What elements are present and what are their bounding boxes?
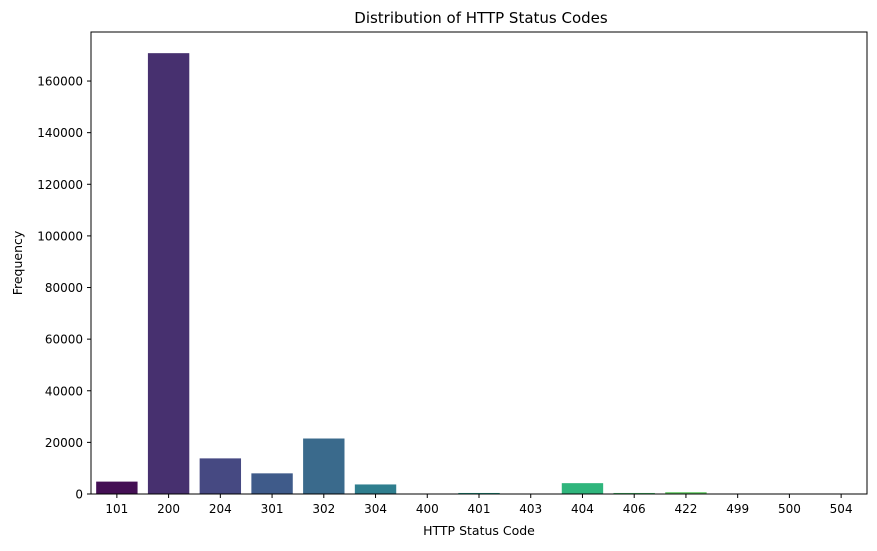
y-tick-label: 160000 [37,75,83,89]
y-tick-label: 140000 [37,126,83,140]
x-tick-label: 302 [312,502,335,516]
y-tick-label: 20000 [45,436,83,450]
y-tick-label: 60000 [45,333,83,347]
plot-frame [91,32,867,494]
bar-404 [562,483,603,494]
y-tick-label: 0 [75,488,83,502]
y-axis: 0 20000 40000 60000 80000 100000 120000 140000 1… [37,75,91,502]
x-tick-label: 101 [105,502,128,516]
x-tick-label: 499 [726,502,749,516]
bar-304 [355,484,396,494]
x-tick-label: 401 [468,502,491,516]
bar-101 [96,482,137,494]
x-tick-label: 403 [519,502,542,516]
x-tick-label: 422 [674,502,697,516]
x-tick-label: 404 [571,502,594,516]
bar-302 [303,439,344,494]
x-tick-label: 400 [416,502,439,516]
y-axis-label: Frequency [10,230,25,295]
x-axis-label: HTTP Status Code [423,523,535,538]
chart-title: Distribution of HTTP Status Codes [354,9,608,27]
x-tick-label: 304 [364,502,387,516]
y-tick-label: 80000 [45,281,83,295]
bars-group [96,53,862,494]
x-axis: 101 200 204 301 302 304 400 401 403 404 406 422 499 5… [105,494,852,516]
x-tick-label: 406 [623,502,646,516]
x-tick-label: 504 [830,502,853,516]
x-tick-label: 204 [209,502,232,516]
y-tick-label: 40000 [45,384,83,398]
y-tick-label: 100000 [37,229,83,243]
x-tick-label: 301 [261,502,284,516]
y-tick-label: 120000 [37,178,83,192]
x-tick-label: 500 [778,502,801,516]
bar-301 [251,473,292,494]
x-tick-label: 200 [157,502,180,516]
bar-204 [200,458,241,494]
bar-200 [148,53,189,494]
